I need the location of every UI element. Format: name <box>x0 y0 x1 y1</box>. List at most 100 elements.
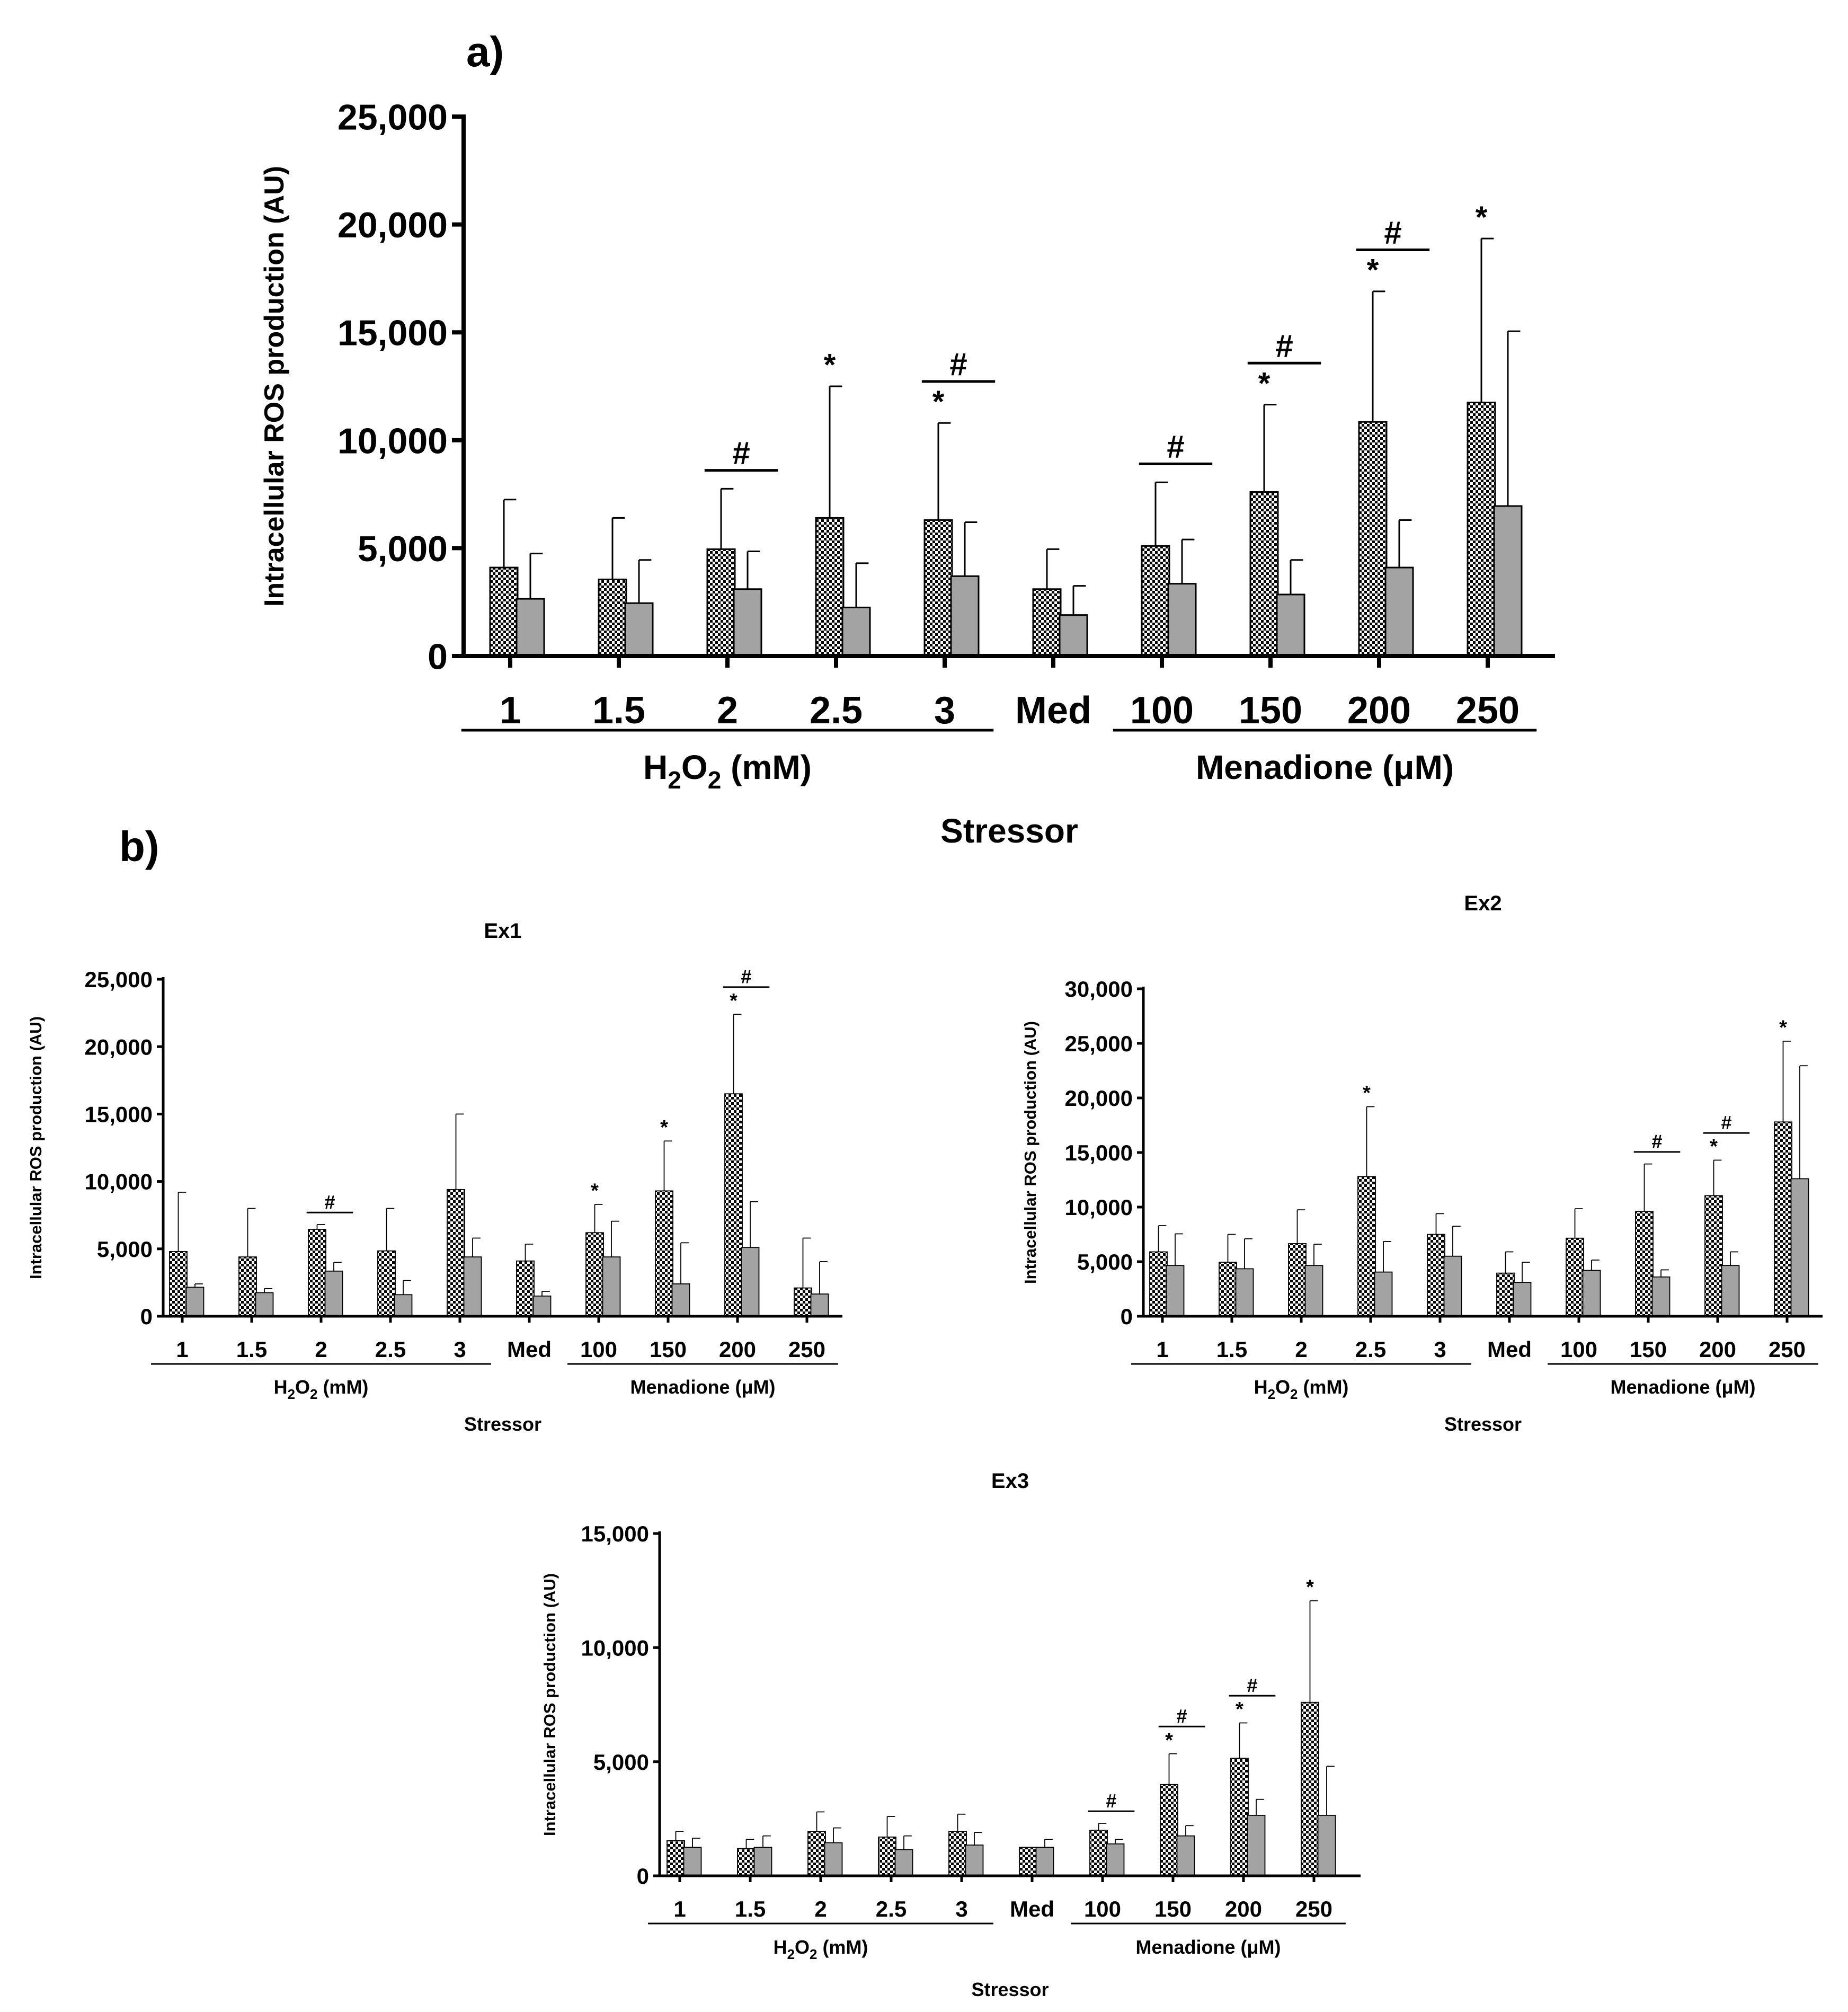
x-tick-label-main-1.5: 1.5 <box>592 689 645 732</box>
x-axis-label-ex2: Stressor <box>1444 1413 1522 1435</box>
group-label-ex3-1: Menadione (μM) <box>1135 1936 1281 1958</box>
bar-ex3-s1-2 <box>807 1831 826 1876</box>
bar-ex3-s2-3 <box>965 1844 984 1876</box>
significance-star-ex2-250: * <box>1779 1017 1787 1039</box>
bar-ex2-s1-2 <box>1288 1243 1307 1317</box>
y-axis-label-ex1: Intracellular ROS production (AU) <box>26 1016 45 1279</box>
bar-ex3-s2-Med <box>1035 1847 1054 1876</box>
significance-hash-main-150: # <box>1275 328 1293 364</box>
chart-ex2: Ex2***##05,00010,00015,00020,00025,00030… <box>1021 892 1823 1435</box>
x-tick-label-main-150: 150 <box>1239 689 1302 732</box>
y-tick-label-ex1: 20,000 <box>85 1034 153 1059</box>
bar-ex1-s1-150 <box>655 1190 673 1317</box>
x-tick-label-ex3-1.5: 1.5 <box>735 1896 766 1921</box>
bar-ex2-s2-Med <box>1513 1282 1532 1317</box>
y-tick-label-ex1: 10,000 <box>85 1169 153 1194</box>
bar-ex2-s1-1 <box>1149 1251 1168 1317</box>
bar-main-s1-100 <box>1141 545 1170 657</box>
bar-main-s2-2.5 <box>841 606 871 657</box>
chart-main: *****#####05,00010,00015,00020,00025,000… <box>259 97 1555 850</box>
x-tick-label-ex3-1: 1 <box>673 1896 686 1921</box>
y-tick-label-ex3: 10,000 <box>581 1635 649 1660</box>
bar-ex1-s2-3 <box>463 1256 482 1317</box>
significance-star-ex1-100: * <box>591 1180 599 1202</box>
x-tick-label-ex1-100: 100 <box>580 1337 617 1362</box>
chart-title-ex2: Ex2 <box>1464 892 1502 915</box>
significance-star-main-150: * <box>1258 366 1270 401</box>
chart-title-ex1: Ex1 <box>484 919 521 943</box>
y-tick-label-ex1: 5,000 <box>97 1237 153 1262</box>
y-tick-label-ex2: 5,000 <box>1077 1249 1133 1274</box>
bar-main-s2-Med <box>1059 614 1088 657</box>
bar-main-s2-250 <box>1493 505 1523 657</box>
y-tick-label-ex2: 25,000 <box>1065 1031 1133 1056</box>
x-tick-label-ex2-2: 2 <box>1295 1337 1307 1362</box>
x-tick-label-ex1-2.5: 2.5 <box>375 1337 406 1362</box>
bar-ex1-s2-150 <box>671 1283 690 1317</box>
significance-star-main-200: * <box>1367 253 1379 288</box>
x-tick-label-ex1-2: 2 <box>315 1337 327 1362</box>
bar-main-s2-200 <box>1384 566 1414 657</box>
bar-ex1-s2-2 <box>324 1270 343 1317</box>
group-label-ex2-0: H2O2 (mM) <box>1254 1376 1349 1402</box>
x-tick-label-ex2-200: 200 <box>1699 1337 1736 1362</box>
x-tick-label-ex3-100: 100 <box>1084 1896 1121 1921</box>
panel-label-b: b) <box>119 823 159 870</box>
bar-ex2-s1-150 <box>1635 1211 1654 1317</box>
y-axis-label-ex3: Intracellular ROS production (AU) <box>540 1573 559 1836</box>
bar-ex1-s1-2.5 <box>377 1250 396 1317</box>
y-tick-label-ex3: 5,000 <box>593 1750 649 1775</box>
x-tick-label-ex1-150: 150 <box>650 1337 687 1362</box>
significance-hash-ex1-2: # <box>324 1191 335 1213</box>
bar-main-s2-100 <box>1167 583 1197 657</box>
bar-ex2-s2-1 <box>1166 1265 1185 1317</box>
y-tick-label-main: 10,000 <box>337 421 448 461</box>
bar-ex1-s1-100 <box>585 1232 604 1317</box>
bar-main-s2-150 <box>1276 593 1305 657</box>
x-tick-label-ex2-250: 250 <box>1769 1337 1806 1362</box>
bar-ex1-s1-2 <box>308 1229 326 1317</box>
y-tick-label-ex2: 20,000 <box>1065 1086 1133 1111</box>
bar-ex2-s2-250 <box>1790 1178 1809 1317</box>
x-tick-label-main-1: 1 <box>500 689 521 732</box>
bar-ex1-s2-1.5 <box>255 1292 274 1317</box>
x-tick-label-ex2-2.5: 2.5 <box>1355 1337 1386 1362</box>
bar-ex1-s2-Med <box>532 1295 552 1317</box>
x-tick-label-ex1-Med: Med <box>507 1337 552 1362</box>
bar-ex3-s2-2.5 <box>894 1849 913 1876</box>
x-tick-label-ex2-Med: Med <box>1487 1337 1532 1362</box>
x-tick-label-ex3-Med: Med <box>1010 1896 1054 1921</box>
y-tick-label-main: 25,000 <box>337 97 448 137</box>
bar-ex2-s1-3 <box>1427 1234 1445 1317</box>
x-tick-label-ex1-1: 1 <box>176 1337 188 1362</box>
group-label-main-0: H2O2 (mM) <box>643 748 812 794</box>
significance-star-ex3-150: * <box>1165 1729 1173 1751</box>
bar-ex2-s2-200 <box>1721 1265 1740 1317</box>
bar-ex1-s2-1 <box>185 1287 205 1317</box>
bar-ex1-s2-2.5 <box>394 1294 413 1317</box>
bar-ex3-s2-2 <box>824 1842 843 1876</box>
significance-star-ex2-200: * <box>1710 1136 1718 1158</box>
significance-star-ex3-250: * <box>1306 1576 1314 1599</box>
bar-ex2-s2-100 <box>1582 1270 1601 1317</box>
group-label-main-1: Menadione (μM) <box>1196 748 1454 786</box>
bar-ex3-s1-150 <box>1160 1784 1178 1876</box>
bar-ex3-s2-100 <box>1106 1843 1125 1876</box>
bar-ex2-s1-100 <box>1566 1237 1584 1317</box>
bar-ex3-s1-2.5 <box>878 1836 896 1876</box>
bar-ex3-s1-250 <box>1301 1701 1319 1876</box>
x-tick-label-ex3-3: 3 <box>955 1896 967 1921</box>
bar-ex1-s2-200 <box>741 1247 760 1317</box>
x-axis-label-main: Stressor <box>940 812 1078 850</box>
bar-ex3-s1-1 <box>667 1840 685 1876</box>
bar-main-s2-3 <box>950 575 980 657</box>
bar-main-s1-2 <box>706 548 736 657</box>
bar-ex2-s2-1.5 <box>1235 1268 1254 1317</box>
bar-main-s2-1.5 <box>624 602 654 657</box>
bar-ex2-s1-1.5 <box>1219 1262 1237 1317</box>
x-tick-label-ex1-3: 3 <box>454 1337 466 1362</box>
x-tick-label-ex3-2: 2 <box>814 1896 827 1921</box>
bar-ex1-s1-200 <box>724 1093 743 1317</box>
bar-ex1-s1-1 <box>169 1251 188 1317</box>
